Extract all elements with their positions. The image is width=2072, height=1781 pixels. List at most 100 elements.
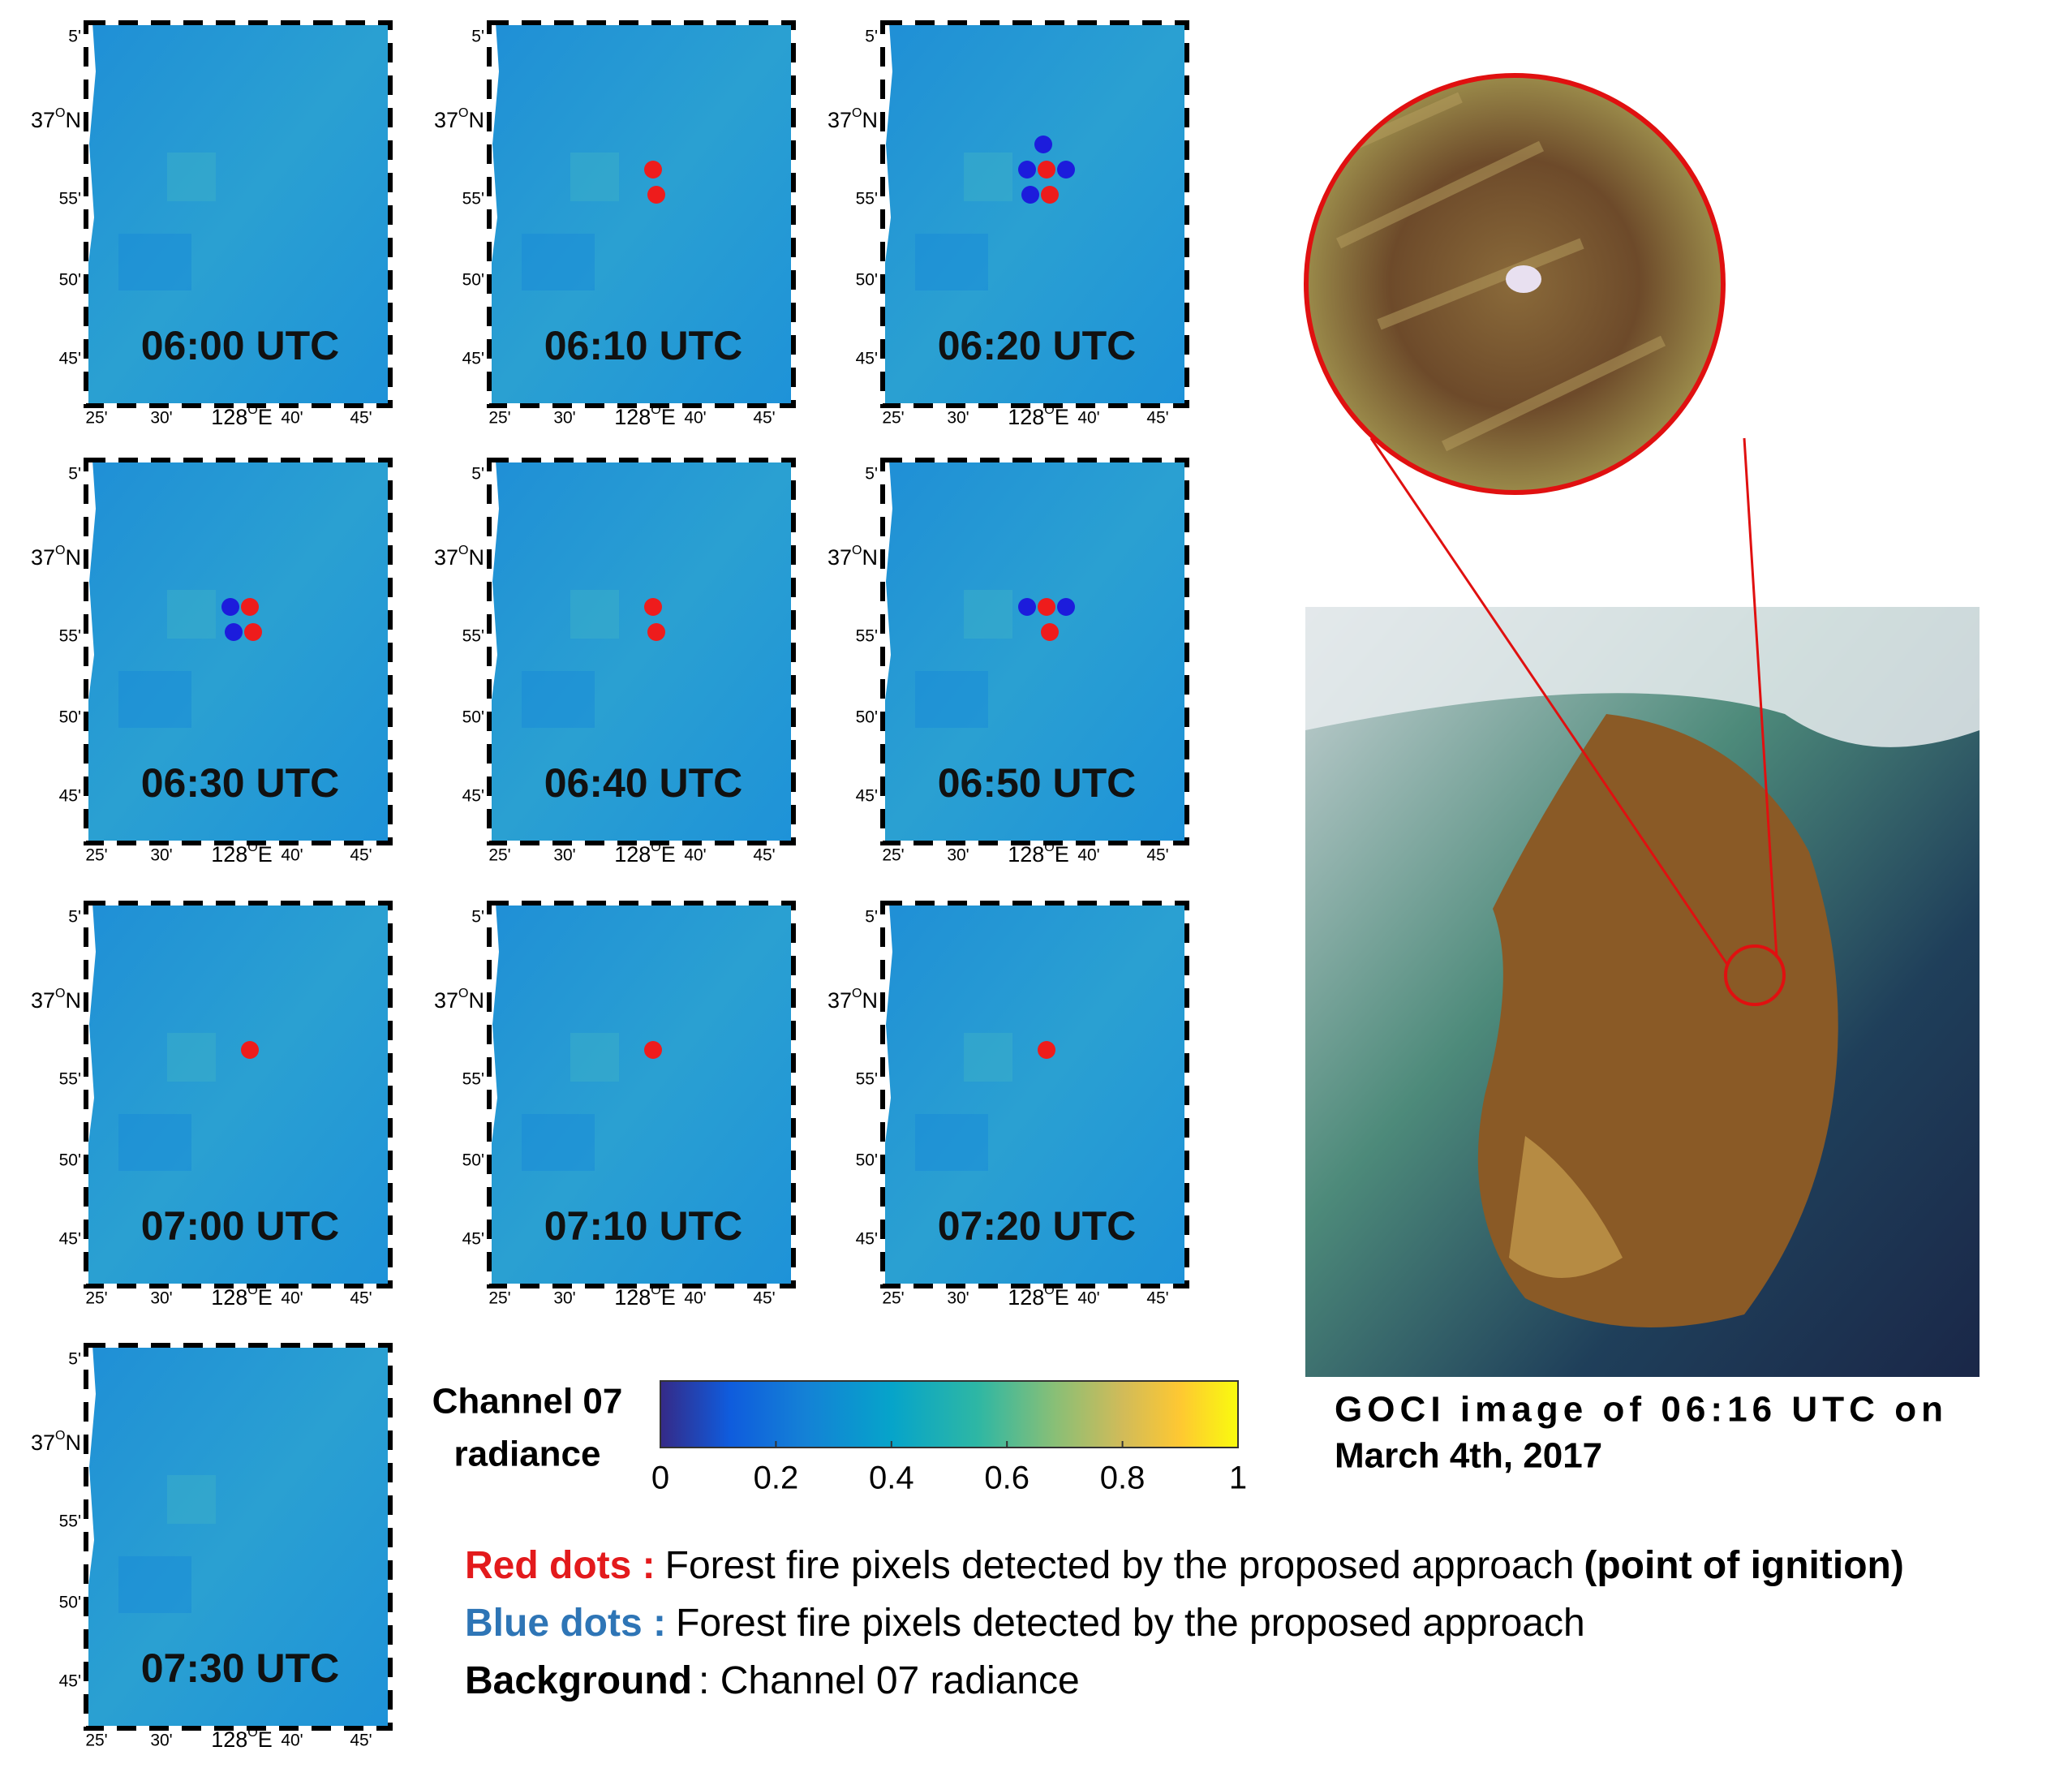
- tick-label: 37ON: [434, 106, 484, 132]
- tick-label: 45': [1146, 846, 1168, 865]
- red-dot: [647, 186, 665, 204]
- hemisphere: E: [1055, 842, 1069, 867]
- radiance-patch: [570, 590, 619, 639]
- red-dot: [644, 161, 662, 179]
- degree-value: 37: [828, 108, 852, 132]
- tick-label: 45': [856, 1230, 878, 1249]
- tick-label: 37ON: [434, 987, 484, 1013]
- degree-value: 128: [614, 1285, 651, 1310]
- degree-sign: O: [1044, 403, 1054, 417]
- hemisphere: N: [469, 988, 485, 1013]
- radiance-patch: [118, 671, 191, 728]
- tick-label: 128OE: [1008, 841, 1069, 867]
- red-dot: [647, 623, 665, 641]
- tick-label: 5': [471, 28, 484, 46]
- satellite-image: [1304, 73, 1980, 1377]
- degree-value: 37: [31, 108, 55, 132]
- hemisphere: E: [258, 1285, 273, 1310]
- colorbar-scale: [660, 1380, 1239, 1448]
- hemisphere: E: [661, 405, 676, 429]
- frame-black: [487, 20, 796, 408]
- degree-value: 128: [614, 842, 651, 867]
- colorbar-tick-label: 0: [651, 1461, 669, 1496]
- blue-dot: [221, 598, 239, 616]
- tick-label: 128OE: [1008, 1284, 1069, 1310]
- legend-note: (point of ignition): [1584, 1544, 1904, 1587]
- legend-text: Forest fire pixels detected by the propo…: [665, 1544, 1575, 1587]
- degree-value: 128: [211, 405, 247, 429]
- degree-value: 37: [31, 988, 55, 1013]
- time-label: 06:20 UTC: [938, 323, 1137, 368]
- tick-label: 45': [59, 350, 81, 368]
- radiance-patch: [570, 1033, 619, 1082]
- tick-label: 40': [684, 846, 706, 865]
- colorbar-title: Channel 07: [432, 1382, 623, 1422]
- tick-label: 5': [68, 1350, 81, 1369]
- degree-sign: O: [651, 1284, 660, 1297]
- image-caption: March 4th, 2017: [1335, 1436, 1602, 1476]
- degree-value: 128: [614, 405, 651, 429]
- red-dot: [241, 598, 259, 616]
- tick-label: 25': [882, 1289, 904, 1308]
- tick-label: 45': [753, 1289, 775, 1308]
- radiance-map: [489, 903, 793, 1286]
- hemisphere: N: [862, 988, 879, 1013]
- tick-label: 50': [856, 708, 878, 727]
- radiance-patch: [964, 153, 1012, 201]
- tick-label: 25': [488, 409, 510, 428]
- tick-label: 40': [281, 1289, 303, 1308]
- colorbar-title: radiance: [454, 1435, 601, 1474]
- colorbar-tick-label: 0.6: [984, 1461, 1030, 1496]
- radiance-patch: [522, 1114, 595, 1171]
- tick-label: 50': [59, 1594, 81, 1612]
- tick-label: 128OE: [211, 1284, 273, 1310]
- tick-label: 45': [350, 1289, 372, 1308]
- time-label: 06:10 UTC: [544, 323, 743, 368]
- tick-label: 30': [947, 409, 969, 428]
- degree-value: 128: [1008, 842, 1044, 867]
- radiance-map: [86, 1345, 390, 1728]
- radiance-patch: [167, 1033, 216, 1082]
- tick-label: 45': [59, 1230, 81, 1249]
- tick-label: 45': [753, 409, 775, 428]
- tick-label: 40': [281, 409, 303, 428]
- time-label: 06:40 UTC: [544, 760, 743, 806]
- degree-sign: O: [247, 841, 257, 854]
- tick-label: 55': [856, 627, 878, 646]
- hemisphere: E: [258, 405, 273, 429]
- red-dot: [644, 598, 662, 616]
- tick-label: 25': [882, 409, 904, 428]
- degree-sign: O: [55, 544, 65, 557]
- tick-label: 25': [488, 846, 510, 865]
- degree-value: 37: [31, 545, 55, 570]
- radiance-patch: [964, 590, 1012, 639]
- legend-key: Red dots :: [465, 1544, 656, 1587]
- tick-label: 50': [59, 1151, 81, 1170]
- tick-label: 25': [488, 1289, 510, 1308]
- radiance-patch: [167, 153, 216, 201]
- legend-entry: Background: Channel 07 radiance: [465, 1659, 1080, 1702]
- tick-label: 40': [281, 846, 303, 865]
- tick-label: 37ON: [434, 544, 484, 570]
- tick-label: 40': [1077, 1289, 1099, 1308]
- frame-black: [487, 901, 796, 1288]
- degree-sign: O: [852, 544, 862, 557]
- radiance-map: [489, 460, 793, 843]
- radiance-patch: [964, 1033, 1012, 1082]
- time-label: 06:00 UTC: [141, 323, 340, 368]
- degree-sign: O: [247, 403, 257, 417]
- tick-label: 45': [856, 787, 878, 806]
- tick-label: 45': [350, 846, 372, 865]
- radiance-map: [86, 23, 390, 406]
- tick-label: 25': [85, 1289, 107, 1308]
- tick-label: 30': [150, 409, 172, 428]
- tick-label: 37ON: [31, 544, 81, 570]
- tick-label: 37ON: [828, 106, 878, 132]
- tick-label: 45': [462, 1230, 484, 1249]
